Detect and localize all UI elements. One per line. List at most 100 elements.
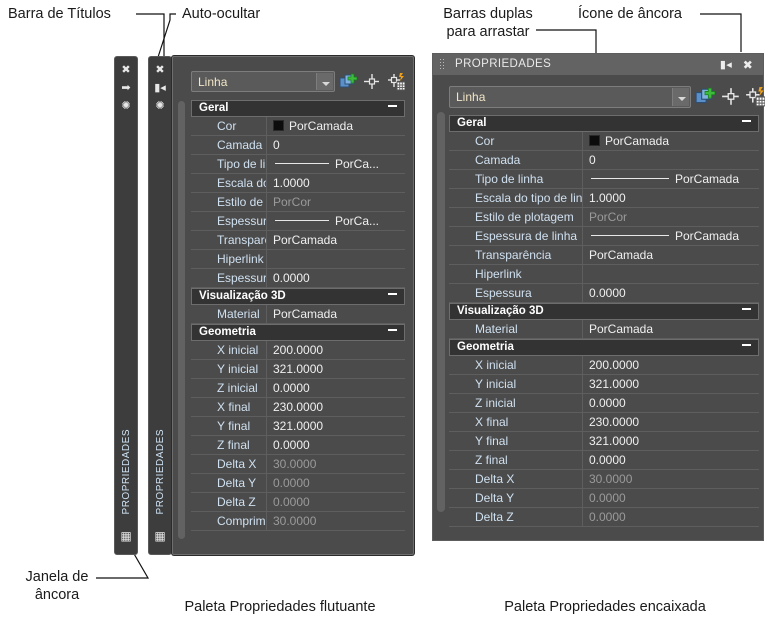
property-value[interactable]: PorCor (267, 193, 405, 211)
collapse-minus-icon[interactable] (388, 293, 397, 295)
property-value[interactable]: 0.0000 (583, 489, 759, 507)
property-value[interactable]: 0 (583, 151, 759, 169)
property-row[interactable]: Tipo de linha PorCamada (449, 170, 759, 189)
property-value[interactable]: 200.0000 (267, 341, 405, 359)
property-value[interactable]: 1.0000 (267, 174, 405, 192)
expand-right-icon[interactable]: ➡ (121, 82, 131, 94)
docked-palette-title-bar[interactable]: PROPRIEDADES ▮◂ ✖ (433, 54, 763, 75)
property-row[interactable]: Estilo de plotagem PorCor (449, 208, 759, 227)
collapse-minus-icon[interactable] (388, 329, 397, 331)
property-group-header[interactable]: Visualização 3D (191, 288, 405, 305)
property-row[interactable]: Estilo de pl... PorCor (191, 193, 405, 212)
properties-window-icon[interactable]: ▦ (154, 529, 166, 543)
docked-palette-scrollbar-thumb[interactable] (437, 112, 445, 512)
anchor-icon[interactable]: ▮◂ (154, 82, 166, 94)
property-value[interactable] (583, 265, 759, 283)
property-value[interactable]: 0.0000 (267, 269, 405, 287)
quick-calc-icon[interactable] (745, 87, 766, 107)
property-value[interactable]: 30.0000 (583, 470, 759, 488)
property-row[interactable]: Comprimen... 30.0000 (191, 512, 405, 531)
property-value[interactable]: PorCamada (267, 231, 405, 249)
property-row[interactable]: Escala do ti... 1.0000 (191, 174, 405, 193)
property-row[interactable]: Material PorCamada (449, 320, 759, 339)
property-row[interactable]: Z final 0.0000 (449, 451, 759, 470)
property-value[interactable]: 0.0000 (583, 284, 759, 302)
property-value[interactable]: 321.0000 (583, 432, 759, 450)
property-row[interactable]: Y final 321.0000 (449, 432, 759, 451)
property-group-header[interactable]: Geometria (191, 324, 405, 341)
property-value[interactable]: PorCa... (267, 212, 405, 230)
close-icon[interactable]: ✖ (155, 64, 165, 76)
property-value[interactable]: PorCa... (267, 155, 405, 173)
chevron-down-icon[interactable] (316, 73, 333, 90)
property-value[interactable]: 321.0000 (267, 417, 405, 435)
property-row[interactable]: Espessura 0.0000 (449, 284, 759, 303)
property-row[interactable]: Z inicial 0.0000 (191, 379, 405, 398)
property-value[interactable]: PorCamada (583, 132, 759, 150)
property-value[interactable]: 0.0000 (583, 451, 759, 469)
quick-calc-icon[interactable] (387, 73, 406, 91)
property-row[interactable]: X inicial 200.0000 (191, 341, 405, 360)
property-row[interactable]: Espessura de linha PorCamada (449, 227, 759, 246)
property-group-header[interactable]: Visualização 3D (449, 303, 759, 320)
property-value[interactable]: 30.0000 (267, 455, 405, 473)
object-type-selector[interactable]: Linha (449, 86, 691, 108)
quick-select-icon[interactable] (339, 73, 358, 91)
property-row[interactable]: Hiperlink (449, 265, 759, 284)
property-value[interactable]: PorCamada (583, 320, 759, 338)
property-row[interactable]: Escala do tipo de linha 1.0000 (449, 189, 759, 208)
property-value[interactable]: 0.0000 (267, 474, 405, 492)
property-row[interactable]: Espessura d... PorCa... (191, 212, 405, 231)
quick-select-icon[interactable] (695, 87, 716, 107)
property-row[interactable]: Delta Z 0.0000 (191, 493, 405, 512)
property-value[interactable]: PorCamada (583, 246, 759, 264)
property-row[interactable]: Y final 321.0000 (191, 417, 405, 436)
property-value[interactable]: PorCamada (583, 170, 759, 188)
anchor-strip-right[interactable]: ✖ ▮◂ ✺ PROPRIEDADES ▦ (148, 56, 172, 555)
auto-hide-icon[interactable]: ✺ (121, 100, 131, 112)
pick-point-icon[interactable] (721, 87, 741, 107)
drag-grip-icon[interactable] (440, 59, 445, 71)
property-row[interactable]: Delta X 30.0000 (191, 455, 405, 474)
property-value[interactable]: 1.0000 (583, 189, 759, 207)
property-value[interactable]: 230.0000 (583, 413, 759, 431)
property-row[interactable]: Transparência PorCamada (449, 246, 759, 265)
property-group-header[interactable]: Geometria (449, 339, 759, 356)
property-value[interactable]: 230.0000 (267, 398, 405, 416)
property-row[interactable]: X final 230.0000 (191, 398, 405, 417)
properties-window-icon[interactable]: ▦ (120, 529, 132, 543)
chevron-down-icon[interactable] (672, 88, 689, 106)
property-row[interactable]: Delta Y 0.0000 (191, 474, 405, 493)
property-row[interactable]: Delta Y 0.0000 (449, 489, 759, 508)
property-row[interactable]: Z inicial 0.0000 (449, 394, 759, 413)
property-value[interactable]: 321.0000 (583, 375, 759, 393)
collapse-minus-icon[interactable] (742, 308, 751, 310)
property-value[interactable]: PorCamada (583, 227, 759, 245)
anchor-strip-left[interactable]: ✖ ➡ ✺ PROPRIEDADES ▦ (114, 56, 138, 555)
property-group-header[interactable]: Geral (449, 115, 759, 132)
property-value[interactable]: 321.0000 (267, 360, 405, 378)
property-value[interactable]: PorCamada (267, 117, 405, 135)
property-row[interactable]: Delta X 30.0000 (449, 470, 759, 489)
collapse-minus-icon[interactable] (742, 120, 751, 122)
auto-hide-icon[interactable]: ✺ (155, 100, 165, 112)
property-group-header[interactable]: Geral (191, 100, 405, 117)
property-row[interactable]: X final 230.0000 (449, 413, 759, 432)
property-value[interactable]: 0.0000 (267, 379, 405, 397)
anchor-icon[interactable]: ▮◂ (719, 59, 733, 71)
close-icon[interactable]: ✖ (121, 64, 131, 76)
property-value[interactable]: 200.0000 (583, 356, 759, 374)
property-value[interactable]: 30.0000 (267, 512, 405, 530)
object-type-selector[interactable]: Linha (191, 71, 335, 92)
property-row[interactable]: Delta Z 0.0000 (449, 508, 759, 527)
collapse-minus-icon[interactable] (388, 105, 397, 107)
floating-palette-scrollbar-thumb[interactable] (178, 101, 185, 539)
property-row[interactable]: Material PorCamada (191, 305, 405, 324)
property-row[interactable]: X inicial 200.0000 (449, 356, 759, 375)
property-row[interactable]: Tipo de linha PorCa... (191, 155, 405, 174)
property-value[interactable]: 0.0000 (583, 394, 759, 412)
property-value[interactable]: 0.0000 (267, 493, 405, 511)
property-row[interactable]: Z final 0.0000 (191, 436, 405, 455)
property-row[interactable]: Camada 0 (449, 151, 759, 170)
pick-point-icon[interactable] (363, 73, 381, 91)
